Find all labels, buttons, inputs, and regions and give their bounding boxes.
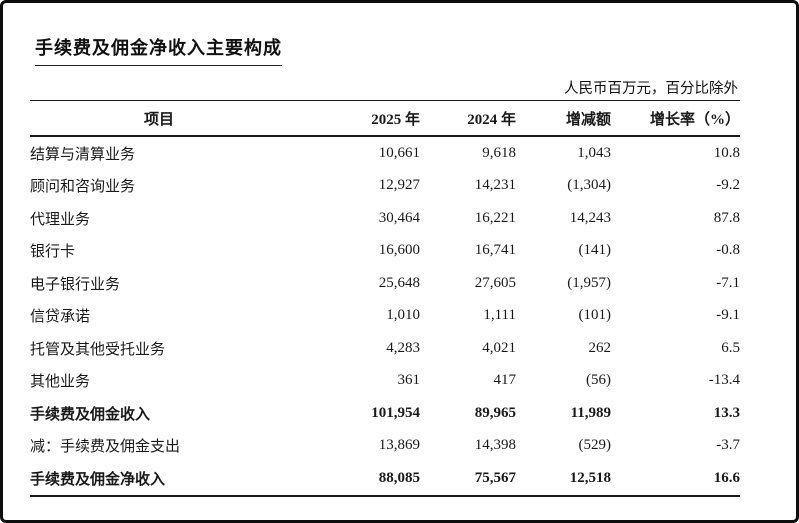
value-growth: -13.4 xyxy=(708,372,740,389)
table-row: 代理业务 30,464 16,221 14,243 87.8 xyxy=(30,202,740,235)
value-2025: 25,648 xyxy=(378,274,420,291)
value-2025: 30,464 xyxy=(378,209,420,226)
row-label: 结算与清算业务 xyxy=(30,146,136,163)
value-2024: 89,965 xyxy=(474,404,516,421)
value-2024: 16,741 xyxy=(474,242,516,259)
table-row: 其他业务 361 417 (56) -13.4 xyxy=(30,365,740,398)
value-change: (1,304) xyxy=(567,177,611,194)
value-2024: 16,221 xyxy=(474,209,516,226)
table-row: 顾问和咨询业务 12,927 14,231 (1,304) -9.2 xyxy=(30,170,740,203)
value-2024: 14,231 xyxy=(474,177,516,194)
value-2025: 16,600 xyxy=(378,242,420,259)
column-header-2025: 2025 年 xyxy=(288,100,420,137)
value-change: 14,243 xyxy=(569,209,611,226)
value-change: (529) xyxy=(578,437,612,454)
row-label: 手续费及佣金收入 xyxy=(30,406,151,423)
value-2025: 101,954 xyxy=(371,404,420,421)
row-label: 减：手续费及佣金支出 xyxy=(30,439,181,456)
value-change: 11,989 xyxy=(570,404,611,421)
table-row: 结算与清算业务 10,661 9,618 1,043 10.8 xyxy=(30,136,740,170)
value-growth: -9.1 xyxy=(716,307,740,324)
value-2025: 12,927 xyxy=(378,177,420,194)
fee-income-table: 项目 2025 年 2024 年 增减额 增长率（%） 结算与清算业务 10,6… xyxy=(30,100,740,497)
row-label: 代理业务 xyxy=(30,211,91,228)
unit-note: 人民币百万元，百分比除外 xyxy=(564,81,738,97)
value-2024: 1,111 xyxy=(483,307,516,324)
row-label: 托管及其他受托业务 xyxy=(30,341,166,358)
table-row: 电子银行业务 25,648 27,605 (1,957) -7.1 xyxy=(30,267,740,300)
value-change: (1,957) xyxy=(567,274,611,291)
value-growth: -7.1 xyxy=(716,274,740,291)
row-label: 电子银行业务 xyxy=(30,276,121,293)
value-2024: 417 xyxy=(493,372,517,389)
value-2025: 4,283 xyxy=(386,339,420,356)
value-growth: -3.7 xyxy=(716,437,740,454)
value-2024: 27,605 xyxy=(474,274,516,291)
value-growth: 13.3 xyxy=(713,404,740,421)
value-2025: 88,085 xyxy=(378,469,420,486)
value-growth: -0.8 xyxy=(716,242,740,259)
value-growth: 10.8 xyxy=(713,144,740,161)
value-growth: 16.6 xyxy=(713,469,740,486)
value-change: 12,518 xyxy=(569,469,611,486)
table-row-expense-deduction: 减：手续费及佣金支出 13,869 14,398 (529) -3.7 xyxy=(30,430,740,463)
value-change: (101) xyxy=(578,307,612,324)
value-growth: -9.2 xyxy=(716,177,740,194)
value-change: 1,043 xyxy=(577,144,611,161)
column-header-change: 增减额 xyxy=(516,100,611,137)
value-change: (56) xyxy=(586,372,611,389)
value-2024: 4,021 xyxy=(482,339,516,356)
value-change: (141) xyxy=(578,242,612,259)
value-2024: 9,618 xyxy=(482,144,516,161)
column-header-item: 项目 xyxy=(30,100,288,137)
value-change: 262 xyxy=(588,339,612,356)
page-title: 手续费及佣金净收入主要构成 xyxy=(35,34,282,66)
row-label: 银行卡 xyxy=(30,244,76,261)
table-row: 信贷承诺 1,010 1,111 (101) -9.1 xyxy=(30,300,740,333)
value-2024: 75,567 xyxy=(474,469,516,486)
value-growth: 6.5 xyxy=(721,339,740,356)
row-label: 手续费及佣金净收入 xyxy=(30,471,166,488)
row-label: 其他业务 xyxy=(30,374,91,391)
value-2025: 361 xyxy=(397,372,421,389)
table-row: 银行卡 16,600 16,741 (141) -0.8 xyxy=(30,235,740,268)
value-2024: 14,398 xyxy=(474,437,516,454)
column-header-2024: 2024 年 xyxy=(420,100,516,137)
value-2025: 13,869 xyxy=(378,437,420,454)
table-row: 托管及其他受托业务 4,283 4,021 262 6.5 xyxy=(30,332,740,365)
row-label: 信贷承诺 xyxy=(30,309,91,326)
value-2025: 1,010 xyxy=(386,307,420,324)
column-header-growth: 增长率（%） xyxy=(611,100,740,137)
table-row-net-income: 手续费及佣金净收入 88,085 75,567 12,518 16.6 xyxy=(30,462,740,496)
row-label: 顾问和咨询业务 xyxy=(30,179,136,196)
value-2025: 10,661 xyxy=(378,144,420,161)
table-row-total-income: 手续费及佣金收入 101,954 89,965 11,989 13.3 xyxy=(30,397,740,430)
table-header-row: 项目 2025 年 2024 年 增减额 增长率（%） xyxy=(30,100,740,137)
value-growth: 87.8 xyxy=(713,209,740,226)
